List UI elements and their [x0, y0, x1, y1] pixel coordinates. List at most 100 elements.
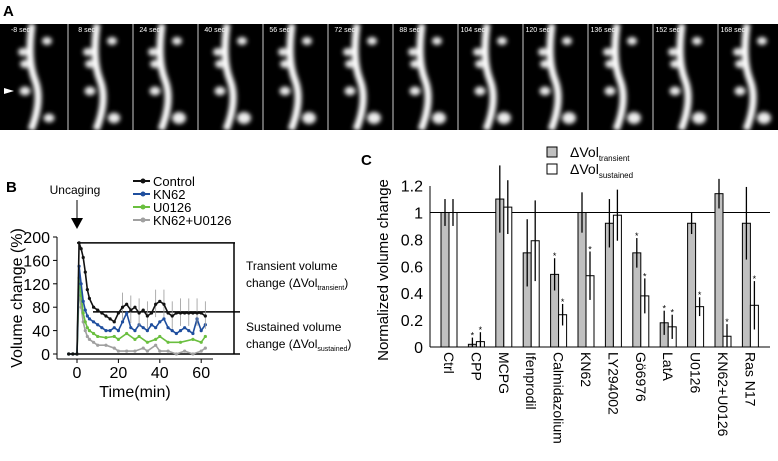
data-point	[112, 334, 116, 339]
data-point	[112, 320, 116, 324]
spine	[172, 37, 182, 45]
data-point	[125, 349, 129, 353]
spine	[603, 48, 613, 56]
data-point	[133, 329, 137, 333]
spine	[473, 48, 483, 56]
image-frame: 152 sec	[655, 23, 719, 132]
spine	[692, 112, 706, 124]
data-point	[133, 305, 137, 309]
label-main: change (ΔVol	[246, 276, 317, 290]
data-point	[154, 326, 158, 330]
spine	[149, 86, 161, 96]
data-point	[91, 305, 96, 309]
data-point	[112, 326, 116, 330]
spine	[280, 60, 290, 68]
data-point	[183, 326, 187, 330]
y-tick-label: 0.8	[401, 232, 423, 249]
data-point	[158, 334, 162, 339]
category-label: Gö6976	[633, 352, 649, 402]
x-tick-label: 20	[110, 365, 128, 382]
significance-asterisk: *	[753, 274, 757, 284]
dendrite	[733, 23, 771, 132]
significance-asterisk: *	[588, 245, 592, 255]
legend-label: Control	[153, 174, 195, 189]
significance-asterisk: *	[553, 251, 557, 261]
frame-time-label: 40 sec	[204, 27, 225, 34]
dendrite	[408, 23, 446, 132]
spine	[150, 60, 160, 68]
data-point	[191, 311, 195, 315]
dendrite	[213, 23, 251, 132]
dendrite	[668, 23, 706, 132]
spine	[18, 48, 28, 56]
bracket_sustained-line1: Sustained volume	[246, 320, 342, 334]
spine	[215, 60, 225, 68]
y-tick-label: 0	[414, 340, 423, 357]
dendrite	[603, 23, 641, 132]
dendrite	[148, 23, 186, 132]
data-point	[87, 296, 92, 301]
spine	[148, 48, 158, 56]
dendrite-shaft	[546, 23, 562, 132]
data-point	[145, 349, 149, 353]
frame-time-label: 136 sec	[590, 27, 615, 34]
dendrite-shaft	[416, 23, 432, 132]
spine	[408, 48, 418, 56]
spine	[497, 37, 507, 45]
spine	[214, 86, 226, 96]
data-point	[100, 326, 104, 330]
spine	[84, 86, 96, 96]
data-point	[129, 326, 133, 330]
spine	[172, 112, 186, 124]
data-point	[120, 320, 125, 324]
data-point	[77, 241, 81, 245]
data-point	[79, 282, 83, 286]
spine	[432, 112, 446, 124]
legend-label: ΔVoltransient	[570, 144, 630, 163]
data-point	[85, 288, 89, 292]
x-axis-label: Time(min)	[99, 384, 170, 401]
category-label: LatA	[660, 352, 676, 381]
spine	[562, 112, 576, 124]
category-label: Ifenprodil	[523, 352, 539, 410]
data-point	[187, 329, 191, 333]
uncaging-arrowhead-icon	[71, 218, 83, 229]
data-point	[108, 317, 112, 321]
data-point	[178, 340, 183, 344]
legend-subscript: transient	[599, 154, 630, 163]
data-point	[87, 329, 92, 333]
spine	[20, 60, 30, 68]
data-point	[133, 337, 137, 341]
data-point	[174, 311, 178, 315]
dendrite	[538, 23, 576, 132]
data-point	[108, 329, 112, 333]
frame-time-label: 56 sec	[269, 27, 290, 34]
significance-asterisk: *	[561, 297, 565, 307]
data-point	[162, 317, 166, 321]
x-tick-label: 60	[192, 365, 210, 382]
spine	[692, 37, 702, 45]
spine	[83, 48, 93, 56]
category-label: Ras N17	[742, 352, 758, 407]
spine	[107, 37, 117, 45]
data-point	[91, 340, 96, 344]
spine	[540, 60, 550, 68]
y-tick-label: 80	[32, 300, 50, 317]
spine	[367, 112, 381, 124]
bracket_transient-line1: Transient volume	[246, 259, 338, 273]
dendrite	[278, 23, 316, 132]
significance-asterisk: *	[471, 331, 475, 341]
bar	[714, 193, 724, 348]
category-label: MCPG	[496, 352, 512, 394]
data-point	[166, 311, 170, 315]
spine	[42, 37, 52, 45]
spine	[757, 37, 767, 45]
y-tick-label: 40	[32, 324, 50, 341]
arrowhead-icon	[4, 88, 14, 94]
data-point	[145, 329, 149, 333]
spine	[432, 37, 442, 45]
data-point	[191, 352, 195, 356]
legend-swatch	[546, 146, 558, 158]
frame-time-label: 8 sec	[78, 27, 95, 34]
spine	[538, 48, 548, 56]
